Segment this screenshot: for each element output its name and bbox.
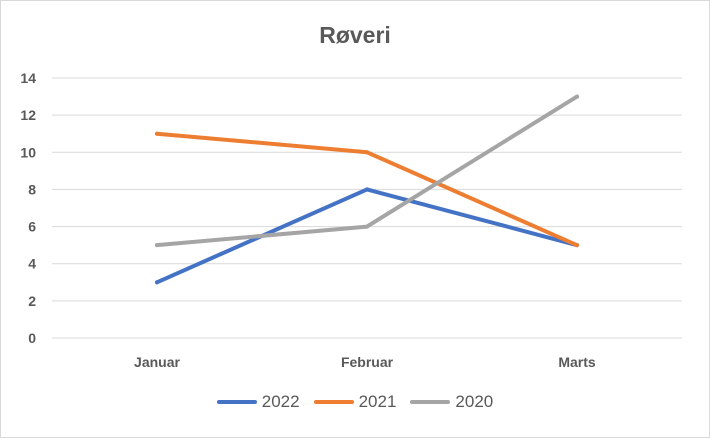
series-line-2020 <box>155 94 579 248</box>
x-tick-label: Februar <box>341 354 394 370</box>
legend-label: 2020 <box>455 392 494 411</box>
y-tick-label: 10 <box>20 144 36 160</box>
y-tick-label: 2 <box>28 293 36 309</box>
legend-swatch <box>216 400 257 404</box>
y-tick-label: 14 <box>20 70 36 86</box>
legend-swatch <box>313 400 354 404</box>
data-point-2021-Januar <box>155 131 159 136</box>
chart-title: Røveri <box>319 22 391 48</box>
y-tick-label: 12 <box>20 107 36 123</box>
legend-item-2021: 2021 <box>313 392 397 412</box>
y-tick-label: 0 <box>28 330 36 346</box>
data-point-2022-Februar <box>365 187 369 192</box>
data-point-2020-Februar <box>365 224 369 229</box>
data-point-2021-Marts <box>575 243 579 248</box>
data-point-2022-Januar <box>155 280 159 285</box>
legend: 2022 2021 2020 <box>0 392 710 412</box>
data-point-2020-Marts <box>575 94 579 99</box>
legend-swatch <box>410 400 451 404</box>
data-point-2020-Januar <box>155 243 159 248</box>
legend-item-2020: 2020 <box>410 392 493 412</box>
legend-item-2022: 2022 <box>216 392 300 412</box>
legend-label: 2021 <box>358 392 397 411</box>
series-line-2022 <box>155 187 579 285</box>
x-tick-label: Marts <box>558 354 596 370</box>
x-tick-label: Januar <box>134 354 180 370</box>
y-tick-label: 6 <box>28 219 36 235</box>
y-tick-label: 8 <box>28 181 36 197</box>
data-point-2021-Februar <box>365 150 369 155</box>
y-tick-label: 4 <box>28 256 36 272</box>
legend-label: 2022 <box>261 392 300 411</box>
